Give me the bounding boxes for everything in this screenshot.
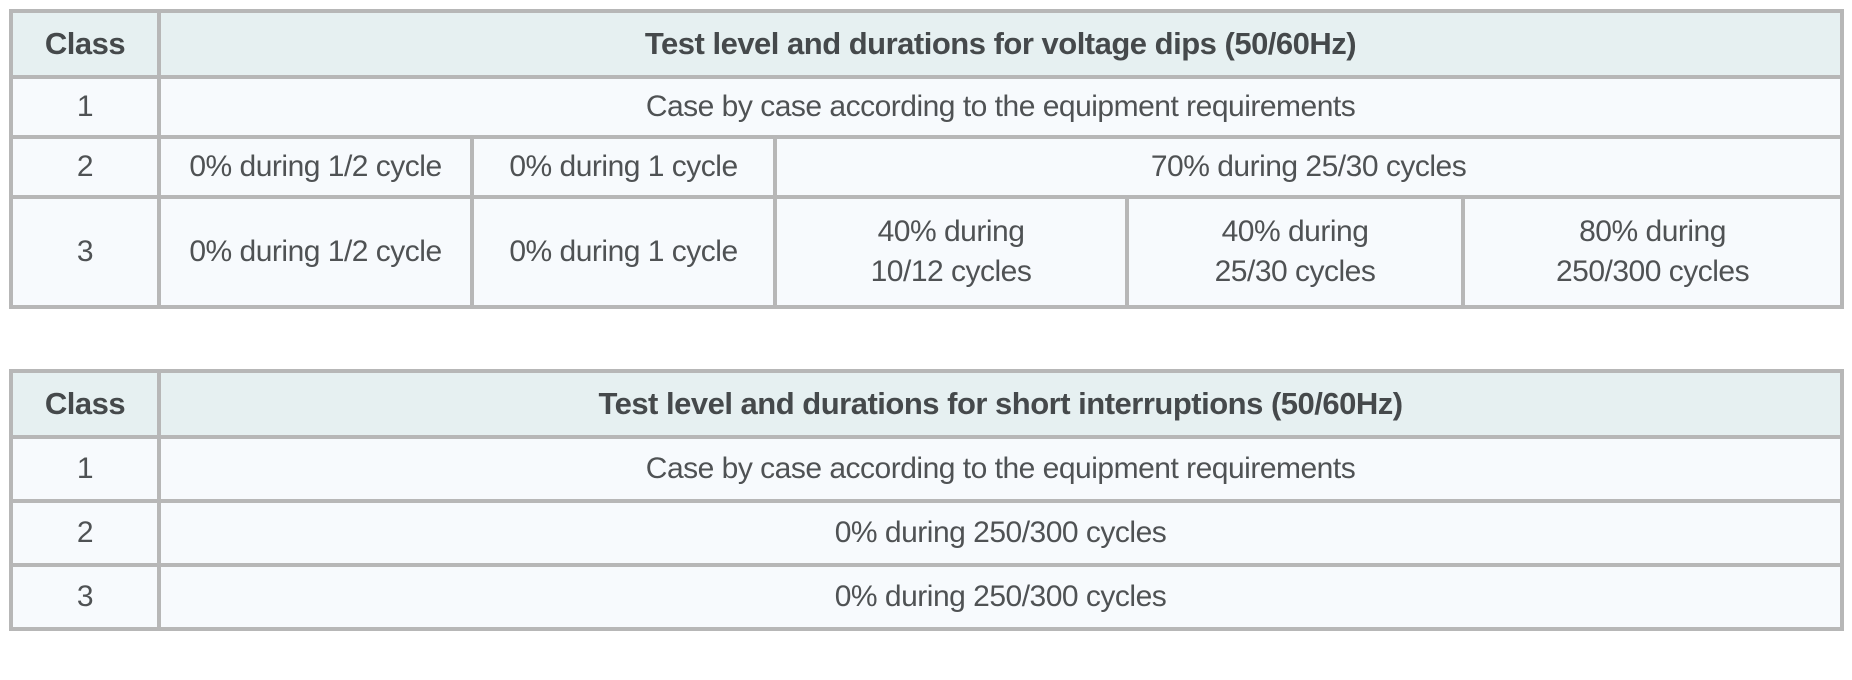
table-gap <box>9 309 1840 369</box>
value-cell: 0% during 250/300 cycles <box>157 499 1844 567</box>
value-cell: Case by case according to the equipment … <box>157 435 1844 503</box>
table-row: 3 0% during 1/2 cycle 0% during 1 cycle … <box>9 195 1845 309</box>
table-title-cell: Test level and durations for short inter… <box>157 369 1844 439</box>
table-row: 2 0% during 1/2 cycle 0% during 1 cycle … <box>9 135 1845 199</box>
value-cell: 0% during 250/300 cycles <box>157 563 1844 631</box>
value-cell: 0% during 1/2 cycle <box>157 195 474 309</box>
value-cell: 40% during 10/12 cycles <box>773 195 1129 309</box>
value-cell: 80% during 250/300 cycles <box>1460 195 1845 309</box>
value-cell: 40% during 25/30 cycles <box>1125 195 1465 309</box>
table-header-row: Class Test level and durations for short… <box>9 369 1844 439</box>
short-interruptions-table: Class Test level and durations for short… <box>9 369 1844 631</box>
value-cell: Case by case according to the equipment … <box>156 75 1845 139</box>
value-cell: 0% during 1/2 cycle <box>157 135 474 199</box>
class-cell: 2 <box>9 135 161 199</box>
value-cell: 0% during 1 cycle <box>470 135 777 199</box>
class-header-cell: Class <box>9 369 161 439</box>
value-cell: 70% during 25/30 cycles <box>772 135 1845 199</box>
table-row: 2 0% during 250/300 cycles <box>9 499 1844 567</box>
table-row: 1 Case by case according to the equipmen… <box>9 75 1845 139</box>
class-header-cell: Class <box>9 9 161 79</box>
table-header-row: Class Test level and durations for volta… <box>9 9 1845 79</box>
value-cell: 0% during 1 cycle <box>470 195 777 309</box>
table-title-cell: Test level and durations for voltage dip… <box>156 9 1845 79</box>
class-cell: 1 <box>9 75 161 139</box>
voltage-dips-table: Class Test level and durations for volta… <box>9 9 1845 309</box>
page: Class Test level and durations for volta… <box>9 9 1845 631</box>
table-row: 3 0% during 250/300 cycles <box>9 563 1844 631</box>
table-row: 1 Case by case according to the equipmen… <box>9 435 1844 503</box>
class-cell: 1 <box>9 435 161 503</box>
class-cell: 3 <box>9 563 161 631</box>
class-cell: 3 <box>9 195 161 309</box>
class-cell: 2 <box>9 499 161 567</box>
